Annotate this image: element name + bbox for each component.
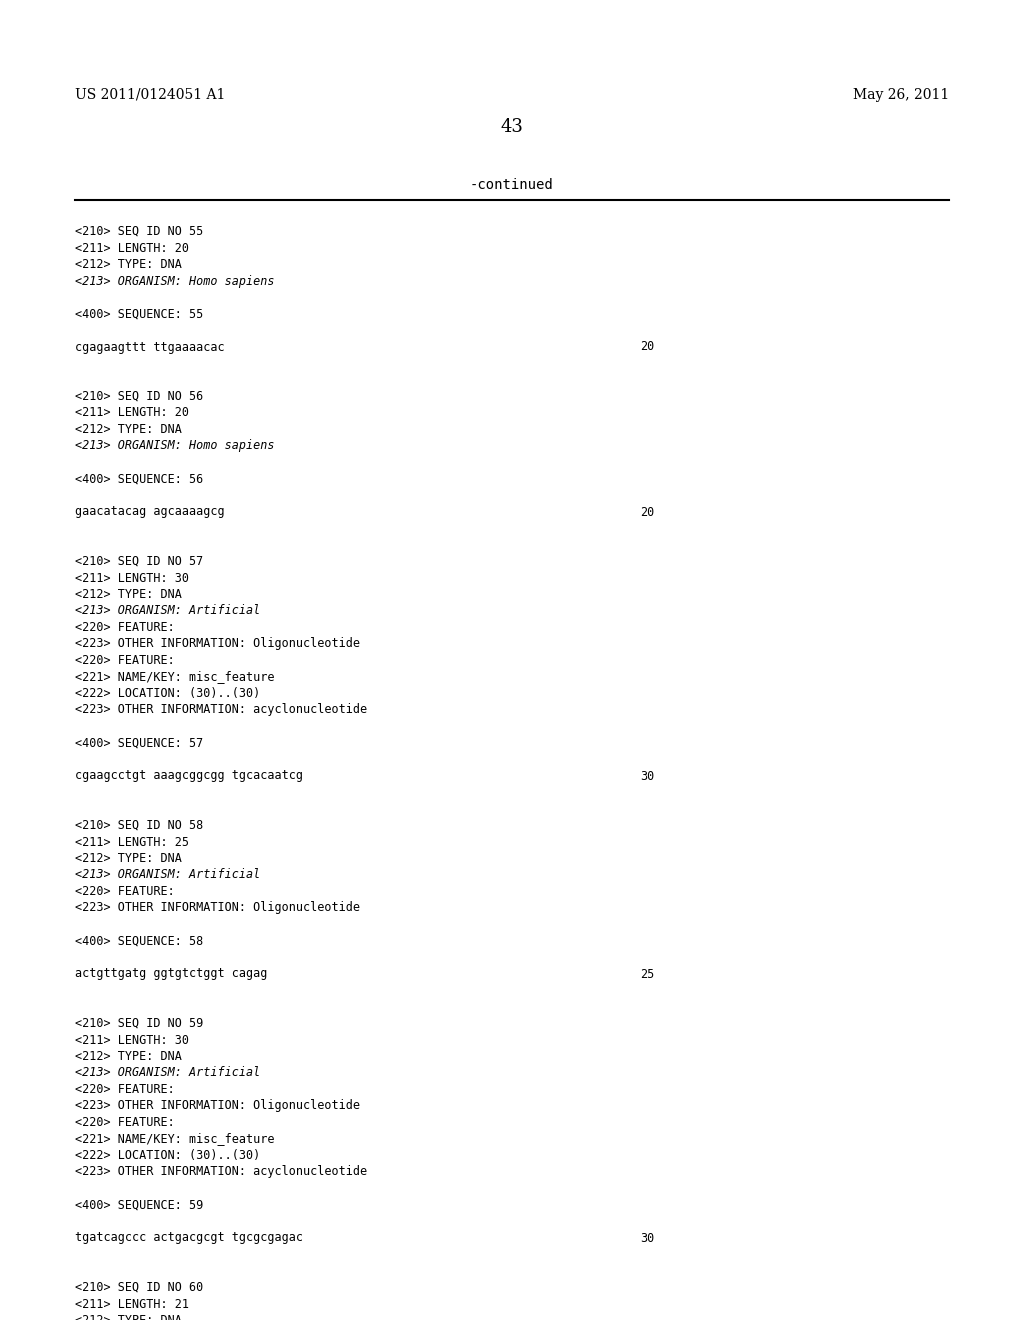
Text: <400> SEQUENCE: 57: <400> SEQUENCE: 57 (75, 737, 203, 750)
Text: US 2011/0124051 A1: US 2011/0124051 A1 (75, 88, 225, 102)
Text: <223> OTHER INFORMATION: acyclonucleotide: <223> OTHER INFORMATION: acyclonucleotid… (75, 1166, 368, 1179)
Text: tgatcagccc actgacgcgt tgcgcgagac: tgatcagccc actgacgcgt tgcgcgagac (75, 1232, 303, 1245)
Text: <210> SEQ ID NO 56: <210> SEQ ID NO 56 (75, 389, 203, 403)
Text: <210> SEQ ID NO 57: <210> SEQ ID NO 57 (75, 554, 203, 568)
Text: <220> FEATURE:: <220> FEATURE: (75, 1082, 175, 1096)
Text: <211> LENGTH: 20: <211> LENGTH: 20 (75, 407, 189, 420)
Text: <212> TYPE: DNA: <212> TYPE: DNA (75, 851, 182, 865)
Text: -continued: -continued (470, 178, 554, 191)
Text: <211> LENGTH: 25: <211> LENGTH: 25 (75, 836, 189, 849)
Text: <223> OTHER INFORMATION: Oligonucleotide: <223> OTHER INFORMATION: Oligonucleotide (75, 1100, 360, 1113)
Text: 25: 25 (640, 968, 654, 981)
Text: <211> LENGTH: 30: <211> LENGTH: 30 (75, 572, 189, 585)
Text: <211> LENGTH: 21: <211> LENGTH: 21 (75, 1298, 189, 1311)
Text: <211> LENGTH: 20: <211> LENGTH: 20 (75, 242, 189, 255)
Text: <213> ORGANISM: Homo sapiens: <213> ORGANISM: Homo sapiens (75, 440, 274, 453)
Text: <210> SEQ ID NO 59: <210> SEQ ID NO 59 (75, 1016, 203, 1030)
Text: <223> OTHER INFORMATION: acyclonucleotide: <223> OTHER INFORMATION: acyclonucleotid… (75, 704, 368, 717)
Text: <223> OTHER INFORMATION: Oligonucleotide: <223> OTHER INFORMATION: Oligonucleotide (75, 638, 360, 651)
Text: 43: 43 (501, 117, 523, 136)
Text: 20: 20 (640, 506, 654, 519)
Text: <213> ORGANISM: Artificial: <213> ORGANISM: Artificial (75, 605, 260, 618)
Text: <220> FEATURE:: <220> FEATURE: (75, 884, 175, 898)
Text: <222> LOCATION: (30)..(30): <222> LOCATION: (30)..(30) (75, 686, 260, 700)
Text: <222> LOCATION: (30)..(30): <222> LOCATION: (30)..(30) (75, 1148, 260, 1162)
Text: 30: 30 (640, 770, 654, 783)
Text: <400> SEQUENCE: 59: <400> SEQUENCE: 59 (75, 1199, 203, 1212)
Text: <220> FEATURE:: <220> FEATURE: (75, 620, 175, 634)
Text: <210> SEQ ID NO 60: <210> SEQ ID NO 60 (75, 1280, 203, 1294)
Text: cgaagcctgt aaagcggcgg tgcacaatcg: cgaagcctgt aaagcggcgg tgcacaatcg (75, 770, 303, 783)
Text: <211> LENGTH: 30: <211> LENGTH: 30 (75, 1034, 189, 1047)
Text: <220> FEATURE:: <220> FEATURE: (75, 653, 175, 667)
Text: <221> NAME/KEY: misc_feature: <221> NAME/KEY: misc_feature (75, 671, 274, 684)
Text: <213> ORGANISM: Homo sapiens: <213> ORGANISM: Homo sapiens (75, 275, 274, 288)
Text: <212> TYPE: DNA: <212> TYPE: DNA (75, 1313, 182, 1320)
Text: <400> SEQUENCE: 56: <400> SEQUENCE: 56 (75, 473, 203, 486)
Text: <213> ORGANISM: Artificial: <213> ORGANISM: Artificial (75, 1067, 260, 1080)
Text: cgagaagttt ttgaaaacac: cgagaagttt ttgaaaacac (75, 341, 224, 354)
Text: <221> NAME/KEY: misc_feature: <221> NAME/KEY: misc_feature (75, 1133, 274, 1146)
Text: gaacatacag agcaaaagcg: gaacatacag agcaaaagcg (75, 506, 224, 519)
Text: <210> SEQ ID NO 58: <210> SEQ ID NO 58 (75, 818, 203, 832)
Text: <400> SEQUENCE: 58: <400> SEQUENCE: 58 (75, 935, 203, 948)
Text: <213> ORGANISM: Artificial: <213> ORGANISM: Artificial (75, 869, 260, 882)
Text: 30: 30 (640, 1232, 654, 1245)
Text: <400> SEQUENCE: 55: <400> SEQUENCE: 55 (75, 308, 203, 321)
Text: actgttgatg ggtgtctggt cagag: actgttgatg ggtgtctggt cagag (75, 968, 267, 981)
Text: <212> TYPE: DNA: <212> TYPE: DNA (75, 422, 182, 436)
Text: <212> TYPE: DNA: <212> TYPE: DNA (75, 257, 182, 271)
Text: <223> OTHER INFORMATION: Oligonucleotide: <223> OTHER INFORMATION: Oligonucleotide (75, 902, 360, 915)
Text: 20: 20 (640, 341, 654, 354)
Text: <210> SEQ ID NO 55: <210> SEQ ID NO 55 (75, 224, 203, 238)
Text: <220> FEATURE:: <220> FEATURE: (75, 1115, 175, 1129)
Text: May 26, 2011: May 26, 2011 (853, 88, 949, 102)
Text: <212> TYPE: DNA: <212> TYPE: DNA (75, 1049, 182, 1063)
Text: <212> TYPE: DNA: <212> TYPE: DNA (75, 587, 182, 601)
